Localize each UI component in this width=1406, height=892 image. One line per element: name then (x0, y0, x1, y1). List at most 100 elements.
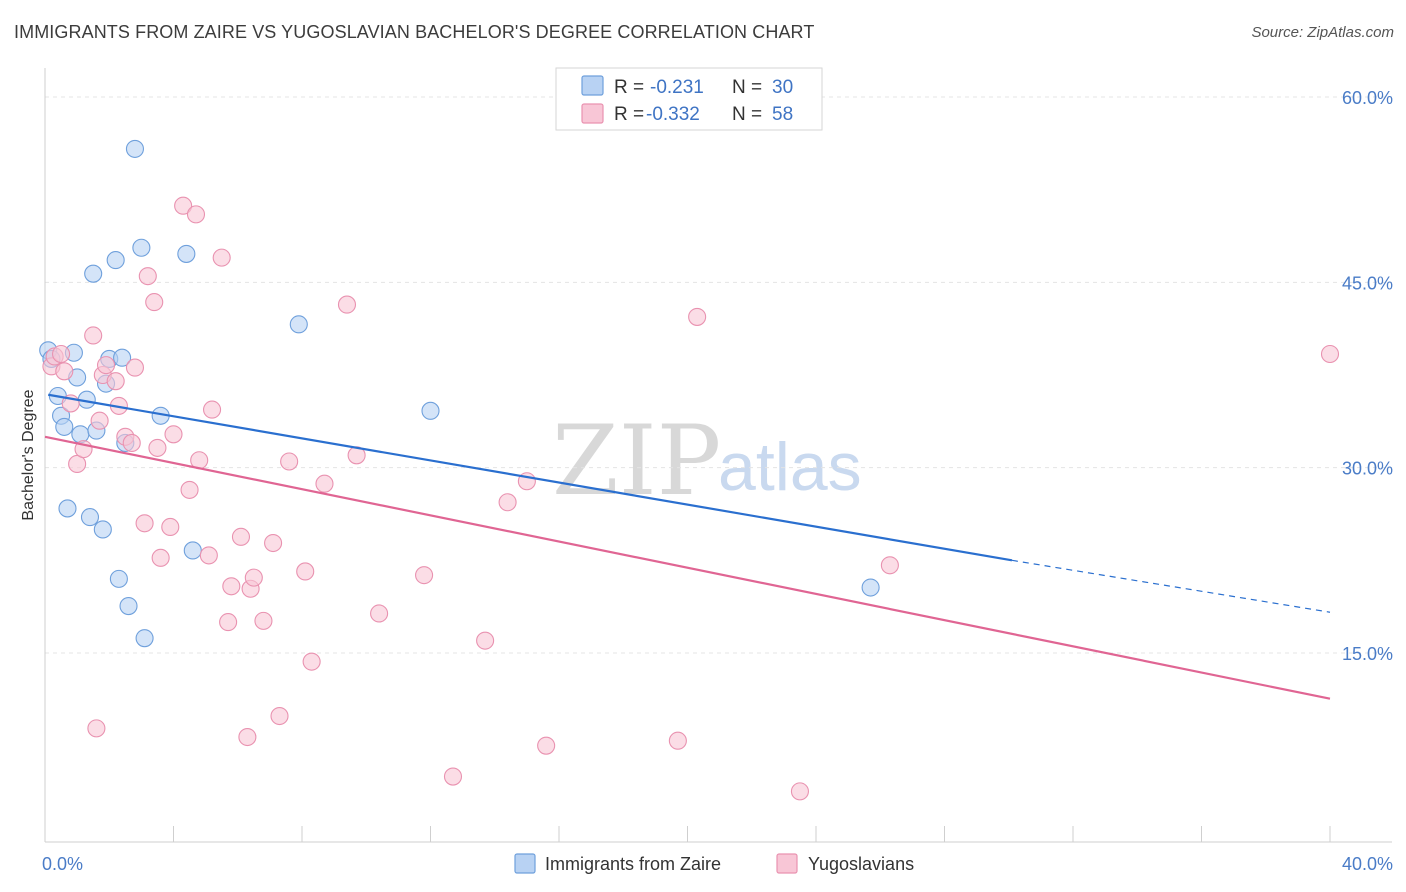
watermark-zip: ZIP (552, 405, 721, 517)
watermark-atlas: atlas (718, 429, 862, 505)
yugo-point-32 (231, 527, 251, 546)
x-tick-label-0: 0.0% (42, 854, 83, 874)
yugo-point-17 (138, 267, 157, 286)
yugo-point-57 (87, 719, 106, 738)
series-zaire-points (39, 139, 880, 648)
yugo-point-36 (254, 611, 273, 630)
trend-line-zaire (48, 393, 1013, 562)
zaire-point-11 (84, 264, 103, 283)
yugo-point-43 (337, 295, 357, 314)
series-legend: Immigrants from Zaire Yugoslavians (514, 853, 914, 874)
bottom-legend-label-zaire: Immigrants from Zaire (545, 854, 721, 874)
yugo-point-54 (790, 782, 809, 801)
chart-source: Source: ZipAtlas.com (1251, 24, 1394, 41)
yugo-point-11 (106, 372, 125, 391)
legend-r-value-2: -0.332 (646, 104, 700, 125)
yugo-point-52 (668, 731, 687, 750)
zaire-point-23 (135, 629, 154, 648)
axes (44, 68, 1392, 843)
yugo-point-41 (302, 652, 321, 671)
yugo-point-15 (125, 358, 144, 377)
yugo-point-42 (315, 474, 334, 493)
legend-r-value-1: -0.231 (650, 77, 704, 98)
zaire-point-22 (132, 238, 151, 257)
zaire-point-4 (55, 417, 74, 436)
series-yugo-points (42, 196, 1340, 801)
yugo-point-55 (880, 556, 899, 575)
trend-lines (44, 393, 1331, 700)
yugo-point-45 (370, 604, 389, 623)
zaire-point-13 (93, 520, 112, 539)
yugo-point-38 (270, 706, 289, 726)
legend-r-label-1: R = (614, 77, 644, 98)
zaire-point-17 (109, 569, 128, 588)
bottom-legend-swatch-zaire (514, 853, 536, 874)
yugo-point-56 (1320, 344, 1340, 364)
zaire-point-26 (183, 541, 202, 560)
legend-r-label-2: R = (614, 104, 644, 125)
yugo-point-33 (238, 727, 257, 747)
legend-n-value-2: 58 (772, 104, 793, 125)
legend-swatch-yugo (581, 103, 604, 124)
yugo-point-7 (84, 326, 103, 345)
yugo-point-27 (199, 546, 218, 565)
yugo-point-14 (122, 433, 141, 453)
yugo-point-25 (186, 205, 206, 224)
yugo-point-23 (174, 196, 193, 215)
yugo-point-53 (688, 307, 707, 326)
zaire-point-28 (421, 401, 440, 420)
yugo-point-19 (148, 438, 167, 457)
yugo-point-39 (280, 452, 299, 471)
yugo-point-47 (443, 767, 463, 786)
yugo-point-2 (52, 344, 71, 364)
y-tick-label-3: 60.0% (1342, 88, 1393, 108)
trend-line-yugo (44, 435, 1331, 700)
trend-line-zaire-extension (1011, 559, 1331, 613)
x-tick-labels: 0.0% 40.0% (42, 854, 1393, 874)
yugo-point-24 (180, 480, 199, 499)
zaire-point-10 (80, 508, 100, 527)
legend-swatch-zaire (581, 75, 604, 96)
zaire-point-27 (289, 315, 308, 334)
legend-n-label-1: N = (732, 77, 762, 98)
yugo-point-29 (212, 248, 231, 267)
yugo-point-8 (90, 411, 109, 430)
y-tick-label-1: 30.0% (1342, 459, 1393, 479)
zaire-point-8 (71, 425, 90, 444)
zaire-point-16 (106, 251, 125, 270)
bottom-legend-swatch-yugo (776, 853, 798, 874)
legend-n-value-1: 30 (772, 77, 793, 98)
x-tick-label-1: 40.0% (1342, 854, 1393, 874)
zaire-point-5 (58, 499, 77, 518)
yugo-point-18 (145, 293, 164, 312)
yugo-point-3 (55, 362, 74, 381)
bottom-legend-label-yugo: Yugoslavians (808, 854, 914, 874)
yugo-point-30 (219, 613, 238, 632)
yugo-point-51 (537, 736, 556, 755)
gridlines (45, 96, 1392, 654)
yugo-point-16 (135, 514, 154, 533)
zaire-point-29 (861, 578, 880, 597)
yugo-point-31 (222, 577, 241, 596)
yugo-point-35 (244, 568, 263, 587)
y-tick-labels: 15.0% 30.0% 45.0% 60.0% (1342, 88, 1393, 664)
yugo-point-20 (151, 548, 170, 567)
yugo-point-49 (498, 493, 517, 512)
correlation-legend: R = -0.231 N = 30 R = -0.332 N = 58 (555, 67, 823, 131)
yugo-point-48 (476, 631, 495, 650)
yugo-point-40 (296, 562, 315, 581)
y-tick-label-0: 15.0% (1342, 644, 1393, 664)
yugo-point-28 (203, 400, 222, 419)
yugo-point-10 (96, 356, 116, 375)
y-tick-label-2: 45.0% (1342, 273, 1393, 293)
zaire-point-21 (125, 139, 144, 158)
chart-title: IMMIGRANTS FROM ZAIRE VS YUGOSLAVIAN BAC… (14, 22, 815, 42)
y-axis-label: Bachelor's Degree (20, 389, 37, 520)
yugo-point-46 (415, 566, 434, 585)
legend-n-label-2: N = (732, 104, 762, 125)
yugo-point-37 (264, 533, 283, 553)
yugo-point-22 (164, 425, 183, 444)
zaire-point-20 (119, 596, 138, 616)
